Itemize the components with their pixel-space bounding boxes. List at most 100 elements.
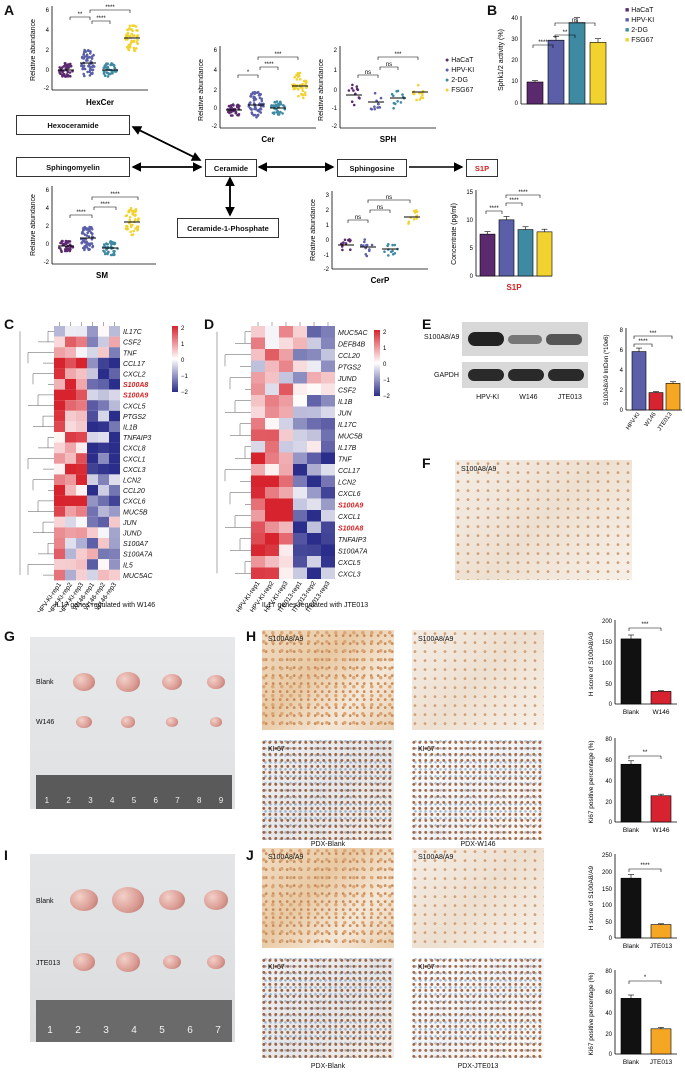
heatmap-cell xyxy=(265,326,279,338)
heatmap-cell xyxy=(265,464,279,476)
scatter-point xyxy=(64,249,68,252)
gene-label: CCL17 xyxy=(338,468,361,475)
svg-text:Blank: Blank xyxy=(623,943,640,950)
scatter-point xyxy=(130,233,133,237)
heatmap-cell xyxy=(265,567,279,579)
scatter-point xyxy=(68,71,72,74)
gene-label: IL1B xyxy=(338,399,353,406)
heatmap-cell xyxy=(65,379,76,390)
scatter-point xyxy=(356,88,360,91)
scatter-point xyxy=(126,225,129,229)
svg-text:100: 100 xyxy=(602,903,613,909)
cerp-sig: ns xyxy=(386,195,392,201)
heatmap-cell xyxy=(321,498,335,510)
tumor-sample xyxy=(116,672,140,692)
ihc-ki67-blank-h: KI-67 xyxy=(262,740,394,840)
scatter-point xyxy=(277,113,281,116)
scatter-point xyxy=(231,103,235,106)
heatmap-cell xyxy=(65,548,76,560)
heatmap-cell xyxy=(265,533,279,545)
heatmap-cell xyxy=(54,506,65,517)
scatter-point xyxy=(134,227,137,230)
scatter-point xyxy=(363,238,367,241)
scatter-point xyxy=(341,248,344,252)
hexcer-tick: 6 xyxy=(46,8,50,14)
heatmap-cell xyxy=(265,337,279,349)
heatmap-cell xyxy=(251,544,265,556)
scatter-point xyxy=(279,110,282,114)
bar xyxy=(517,229,534,277)
heatmap-cell xyxy=(279,395,293,407)
heatmap-cell xyxy=(321,567,335,579)
scatter-point xyxy=(102,243,106,246)
ihc-caption: PDX-Blank xyxy=(310,841,346,848)
bar xyxy=(665,383,681,411)
scale-label: 1 xyxy=(181,342,185,348)
svg-text:50: 50 xyxy=(605,920,612,926)
heatmap-cell xyxy=(265,406,279,418)
gene-label: IL17C xyxy=(338,422,358,429)
scatter-point xyxy=(370,108,373,111)
scatter-point xyxy=(134,208,138,211)
e-sig: **** xyxy=(638,339,648,345)
heatmap-cell xyxy=(251,337,265,349)
heatmap-cell xyxy=(321,533,335,545)
heatmap-cell xyxy=(293,372,307,384)
heatmap-cell xyxy=(279,337,293,349)
scale-label: 0 xyxy=(383,362,387,368)
heatmap-cell xyxy=(109,506,120,517)
scatter-point xyxy=(88,225,91,229)
heatmap-cell xyxy=(293,337,307,349)
heatmap-cell xyxy=(307,533,321,545)
scatter-point xyxy=(105,252,108,255)
scatter-point xyxy=(66,247,70,251)
scatter-point xyxy=(365,243,368,247)
gene-label: CXCL1 xyxy=(123,456,146,463)
heatmap-cell xyxy=(98,400,109,411)
scatter-point xyxy=(416,83,420,87)
heatmap-cell xyxy=(54,516,65,528)
heatmap-cell xyxy=(307,556,321,568)
heatmap-cell xyxy=(87,379,98,390)
heatmap-cell xyxy=(321,372,335,384)
svg-text:40: 40 xyxy=(605,779,612,785)
heatmap-jte013: MUC5AC DEFB4B CCL20 PTGS2 JUND CSF2 IL1B JUN IL1… xyxy=(216,322,369,612)
scatter-point xyxy=(350,100,354,103)
heatmap-cell xyxy=(109,368,120,379)
scatter-point xyxy=(89,68,93,71)
heatmap-cell xyxy=(76,421,87,432)
ihc-s100-jte013-j: S100A8/A9 xyxy=(412,848,544,948)
cerp-tick: 0 xyxy=(326,238,330,244)
heatmap-cell xyxy=(251,510,265,522)
hexcer-tick: -2 xyxy=(44,86,50,92)
sphk-bar-chart: Sphk1/2 activity (%) 40 30 20 10 0 **** … xyxy=(498,16,607,107)
scatter-point xyxy=(88,74,92,77)
sm-tick: 2 xyxy=(46,224,50,230)
svg-text:JTE013: JTE013 xyxy=(650,943,673,950)
panel-label-f: F xyxy=(422,455,431,471)
heatmap-cell xyxy=(65,432,76,443)
scatter-point xyxy=(258,93,262,97)
scatter-point xyxy=(275,110,279,114)
ihc-s100-image-f: S100A8/A9 xyxy=(455,460,632,580)
legend-item: ■ HPV-KI xyxy=(625,17,655,24)
heatmap-cell xyxy=(109,495,120,507)
heatmap-cell xyxy=(65,389,76,401)
heatmap-cell xyxy=(265,395,279,407)
svg-text:80: 80 xyxy=(605,969,612,975)
scale-label: −1 xyxy=(181,374,189,380)
e-tick: 2 xyxy=(620,388,624,394)
heatmap-cell xyxy=(87,326,98,337)
heatmap-cell xyxy=(307,337,321,349)
scatter-point xyxy=(80,64,83,68)
hexcer-scatter-plot: HexCer Relative abundance 6 4 2 0 -2 ** … xyxy=(30,5,148,107)
heatmap-cell xyxy=(87,368,98,379)
gene-label: TNFAIP3 xyxy=(123,435,151,442)
svg-text:60: 60 xyxy=(605,990,612,996)
ihc-ki67-jte013-j: KI-67 xyxy=(412,958,544,1058)
heatmap-cell xyxy=(293,498,307,510)
svg-text:200: 200 xyxy=(602,870,613,876)
scatter-point xyxy=(132,46,136,50)
panel-label-j: J xyxy=(246,847,254,863)
scatter-point xyxy=(392,107,395,110)
